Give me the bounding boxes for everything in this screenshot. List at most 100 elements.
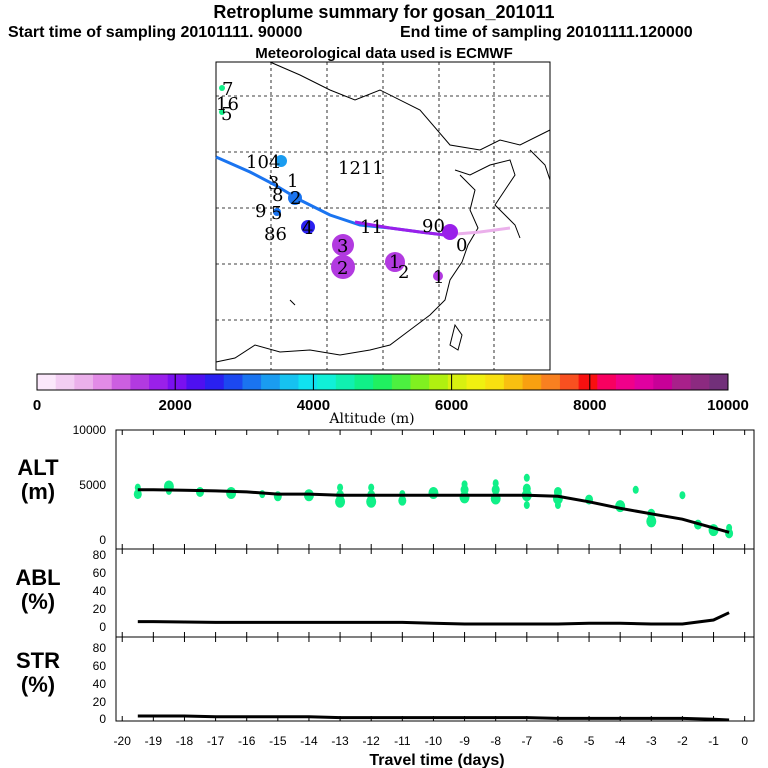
colorbar-cell	[55, 374, 75, 390]
x-tick-label: -11	[394, 734, 411, 748]
map-label: 11	[360, 217, 383, 238]
colorbar-cell	[559, 374, 580, 390]
map-label: 2	[290, 188, 301, 209]
colorbar-cell	[317, 374, 337, 390]
korea-coast	[454, 159, 521, 239]
alt-scatter-point	[646, 515, 657, 528]
colorbar-cell	[634, 374, 654, 390]
plume-circles	[219, 85, 458, 281]
map-label: 7	[222, 79, 233, 100]
colorbar-cell	[709, 374, 729, 390]
colorbar-cell	[466, 374, 486, 390]
colorbar-tick-label: 0	[33, 397, 41, 414]
str-unit: (%)	[21, 672, 55, 697]
map-label: 1	[389, 252, 400, 273]
x-tick-label: -13	[331, 734, 349, 748]
alt-scatter-point	[398, 495, 407, 506]
colorbar-label: Altitude (m)	[328, 411, 414, 427]
colorbar-cell	[149, 374, 169, 390]
map-label: 5	[221, 104, 232, 125]
colorbar-cell	[167, 374, 187, 390]
alt-scatter-point	[368, 483, 375, 492]
x-tick-label: -4	[615, 734, 626, 748]
colorbar-cell	[578, 374, 598, 390]
plume-dot	[331, 255, 355, 279]
abl-unit: (%)	[21, 589, 55, 614]
plume-dot	[301, 220, 315, 234]
alt-scatter-point	[459, 491, 470, 504]
plume-dot	[288, 191, 302, 205]
series-lines	[137, 488, 730, 722]
plume-dot	[433, 271, 443, 281]
y-ticks: 10000 5000 0 80 60 40 20 0 80 60 40 20 0	[73, 423, 107, 726]
plume-dot	[442, 224, 458, 240]
abl-label: ABL	[15, 565, 60, 590]
x-tick-label: -20	[114, 734, 132, 748]
map-label: 1	[287, 171, 298, 192]
met-data-text: Meteorological data used is ECMWF	[255, 45, 513, 62]
map-labels: 7 16 5 104 1211 3 1 8 2 9 5 86 4 11 3 2 …	[216, 79, 467, 288]
plume-dot	[219, 85, 225, 91]
x-tick-label: -17	[207, 734, 225, 748]
str-tick: 20	[93, 695, 107, 709]
plume-dot	[385, 252, 405, 272]
plume-dot	[275, 155, 287, 167]
x-tick-label: -14	[300, 734, 318, 748]
x-tick-label: -3	[646, 734, 657, 748]
alt-scatter	[133, 473, 734, 539]
title-block: Retroplume summary for gosan_201011	[0, 2, 768, 22]
x-tick-label: -6	[553, 734, 564, 748]
x-tick-label: -1	[708, 734, 719, 748]
colorbar-cell	[37, 374, 57, 390]
abl-tick: 80	[93, 548, 107, 562]
x-tick-labels: -20 -19 -18 -17 -16 -15 -14 -13 -12 -11 -10 -9 -8 -7-…	[114, 734, 749, 748]
colorbar-cell	[130, 374, 150, 390]
colorbar-cell	[335, 374, 355, 390]
colorbar-cell	[429, 374, 449, 390]
series-line-str	[137, 714, 730, 722]
x-tick-label: -9	[459, 734, 470, 748]
plume-dot	[332, 234, 354, 256]
plume-dot	[219, 109, 225, 115]
colorbar-cell	[615, 374, 636, 390]
x-tick-label: -19	[145, 734, 163, 748]
x-tick-label: -12	[363, 734, 381, 748]
panels-outer-frame	[115, 429, 755, 722]
series-line-alt	[137, 488, 730, 534]
panel-frames	[115, 429, 755, 722]
abl-tick: 60	[93, 566, 107, 580]
alt-scatter-point	[632, 485, 639, 494]
x-axis-title: Travel time (days)	[369, 752, 504, 768]
map-label: 3	[337, 236, 348, 257]
start-time-text: Start time of sampling 20101111. 90000	[8, 24, 303, 41]
colorbar-cell	[74, 374, 94, 390]
colorbar-cell	[410, 374, 430, 390]
colorbar-cell	[373, 374, 393, 390]
x-tick-label: -10	[425, 734, 443, 748]
alt-tick: 0	[99, 533, 106, 547]
x-tick-label: -5	[584, 734, 595, 748]
map-label: 4	[302, 218, 313, 239]
alt-tick: 5000	[79, 478, 106, 492]
map-grid	[216, 62, 550, 370]
colorbar-cell	[205, 374, 225, 390]
colorbar-cell	[653, 374, 673, 390]
colorbar-cell	[690, 374, 710, 390]
plume-dot	[273, 208, 281, 216]
alt-scatter-point	[428, 487, 439, 500]
map-label: 8	[272, 185, 283, 206]
map-label: 86	[264, 224, 287, 245]
colorbar-cell	[186, 374, 206, 390]
alt-scatter-point	[725, 528, 734, 539]
colorbar-tick-label: 6000	[435, 397, 468, 414]
map-label: 1	[433, 267, 444, 288]
colorbar-cell	[354, 374, 374, 390]
alt-tick: 10000	[73, 423, 107, 437]
x-tick-label: -16	[238, 734, 256, 748]
colorbar-tick-label: 10000	[707, 397, 749, 414]
abl-tick: 40	[93, 584, 107, 598]
colorbar: 0 2000 4000 6000 8000 10000 Altitude (m)	[33, 373, 749, 427]
alt-scatter-point	[554, 501, 561, 510]
alt-scatter-point	[133, 489, 142, 500]
